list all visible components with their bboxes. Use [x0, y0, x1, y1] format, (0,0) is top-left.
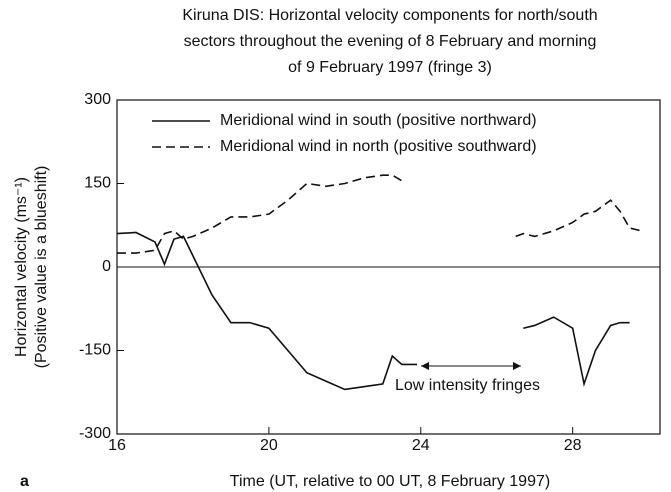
x-axis-label: Time (UT, relative to 00 UT, 8 February … [230, 473, 550, 490]
y-tick-label: 300 [84, 91, 111, 108]
chart-title: sectors throughout the evening of 8 Febr… [184, 33, 597, 50]
chart-title: Kiruna DIS: Horizontal velocity componen… [182, 7, 597, 24]
series-line [116, 231, 630, 391]
y-tick-label: 150 [84, 175, 111, 192]
x-tick-label: 28 [564, 437, 582, 454]
y-tick-label: -150 [79, 342, 111, 359]
legend-label: Meridional wind in north (positive south… [220, 138, 537, 155]
x-tick-label: 16 [108, 437, 126, 454]
y-axis-label: Horizontal velocity (ms⁻¹) [13, 177, 30, 357]
panel-label: a [20, 473, 29, 490]
x-tick-label: 20 [260, 437, 278, 454]
y-tick-label: -300 [79, 425, 111, 442]
y-tick-label: 0 [102, 258, 111, 275]
legend-label: Meridional wind in south (positive north… [220, 112, 537, 129]
chart-title: of 9 February 1997 (fringe 3) [288, 59, 492, 76]
annotation: Low intensity fringes [395, 377, 540, 394]
series-line [117, 174, 642, 254]
y-axis-label: (Positive value is a blueshift) [33, 166, 50, 369]
x-tick-label: 24 [412, 437, 430, 454]
